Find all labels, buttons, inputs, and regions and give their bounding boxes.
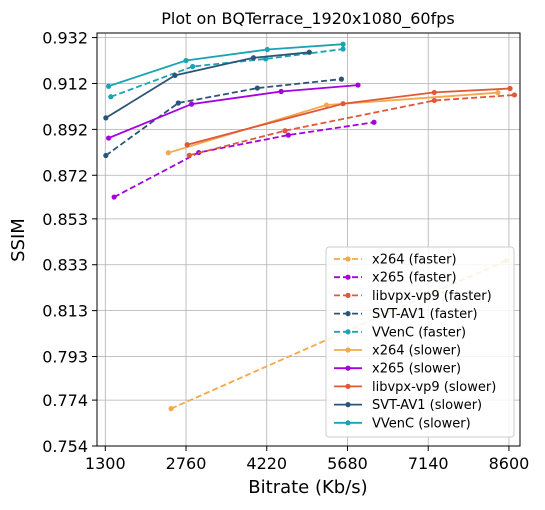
y-axis-label: SSIM bbox=[8, 218, 29, 262]
data-point bbox=[184, 142, 190, 148]
legend-label: SVT-AV1 (faster) bbox=[372, 307, 478, 322]
data-point bbox=[254, 85, 260, 91]
legend-marker bbox=[345, 311, 351, 317]
legend-marker bbox=[345, 292, 351, 298]
legend-label: x264 (slower) bbox=[372, 344, 461, 359]
y-tick-label: 0.892 bbox=[42, 120, 88, 139]
grid bbox=[97, 33, 520, 447]
data-point bbox=[186, 152, 192, 158]
legend-marker bbox=[345, 274, 351, 280]
data-point bbox=[340, 46, 346, 52]
data-point bbox=[495, 90, 501, 96]
series-line bbox=[108, 84, 359, 139]
legend-marker bbox=[345, 365, 351, 371]
y-tick-label: 0.872 bbox=[42, 166, 88, 185]
series-x265-slower bbox=[106, 82, 361, 141]
data-point bbox=[264, 46, 270, 53]
series-line bbox=[105, 78, 342, 157]
data-point bbox=[168, 406, 174, 412]
x-tick-label: 8600 bbox=[489, 454, 530, 473]
data-point bbox=[188, 101, 195, 107]
y-tick-label: 0.774 bbox=[42, 391, 88, 410]
data-point bbox=[183, 57, 189, 64]
data-point bbox=[106, 83, 112, 89]
data-point bbox=[108, 94, 114, 100]
data-point bbox=[511, 92, 518, 98]
series-vvenc-slower bbox=[106, 41, 346, 89]
series-line bbox=[186, 87, 511, 146]
legend-label: VVenC (slower) bbox=[372, 416, 471, 431]
legend-label: VVenC (faster) bbox=[372, 325, 466, 340]
y-tick-label: 0.813 bbox=[42, 302, 88, 321]
legend-marker bbox=[345, 402, 351, 408]
x-tick-label: 5680 bbox=[327, 454, 368, 473]
series-libvpx-vp9-slower bbox=[184, 85, 513, 148]
plot-frame bbox=[96, 32, 521, 447]
data-point bbox=[431, 89, 437, 96]
legend-label: x264 (faster) bbox=[372, 253, 457, 268]
series-line bbox=[189, 94, 515, 157]
legend-marker bbox=[345, 256, 351, 262]
y-tick-label: 0.754 bbox=[42, 437, 88, 456]
x-tick-label: 7140 bbox=[408, 454, 449, 473]
legend-marker bbox=[345, 329, 351, 335]
series-line bbox=[113, 121, 375, 198]
data-point bbox=[165, 150, 171, 156]
y-tick-label: 0.793 bbox=[42, 348, 88, 367]
data-point bbox=[106, 135, 112, 141]
y-tick-label: 0.853 bbox=[42, 210, 88, 229]
legend-marker bbox=[345, 420, 351, 426]
series-line bbox=[168, 91, 498, 154]
data-point bbox=[285, 132, 291, 138]
series-line bbox=[108, 43, 344, 88]
data-point bbox=[175, 100, 181, 106]
data-point bbox=[282, 128, 288, 134]
data-point bbox=[338, 76, 344, 82]
x-axis-label: Bitrate (Kb/s) bbox=[248, 477, 367, 498]
series-x264-slower bbox=[165, 90, 501, 156]
data-point bbox=[431, 97, 437, 104]
x-tick-label: 1300 bbox=[85, 454, 126, 473]
data-point bbox=[190, 63, 196, 70]
legend-label: libvpx-vp9 (slower) bbox=[372, 380, 496, 395]
legend-marker bbox=[345, 383, 351, 389]
y-tick-label: 0.912 bbox=[42, 74, 88, 93]
data-point bbox=[323, 102, 330, 108]
x-tick-label: 2760 bbox=[166, 454, 207, 473]
data-point bbox=[355, 82, 361, 88]
data-point bbox=[103, 115, 109, 121]
y-tick-label: 0.833 bbox=[42, 256, 88, 275]
series-line bbox=[110, 48, 344, 98]
series-svt-av1-faster bbox=[103, 76, 344, 159]
data-point bbox=[340, 41, 346, 47]
series-libvpx-vp9-faster bbox=[186, 92, 518, 158]
legend-label: x265 (slower) bbox=[372, 362, 461, 377]
data-point bbox=[250, 55, 257, 61]
legend: x264 (faster) x265 (faster) libvpx-vp9 (fa… bbox=[325, 246, 515, 438]
data-point bbox=[278, 88, 284, 95]
x-tick-label: 4220 bbox=[246, 454, 287, 473]
legend-label: x265 (faster) bbox=[372, 271, 457, 286]
data-point bbox=[172, 72, 178, 79]
data-point bbox=[111, 194, 117, 200]
legend-marker bbox=[345, 347, 351, 353]
axis-ticks: 1300 2760 4220 5680 7140 8600 0.754 0.774 0.793 0… bbox=[42, 29, 529, 473]
series-svt-av1-slower bbox=[103, 49, 312, 121]
data-point bbox=[340, 101, 346, 107]
series-x265-faster bbox=[111, 119, 377, 200]
data-point bbox=[371, 119, 377, 125]
legend-label: libvpx-vp9 (faster) bbox=[372, 289, 492, 304]
y-tick-label: 0.932 bbox=[42, 29, 88, 48]
data-point bbox=[507, 85, 513, 92]
series-line bbox=[105, 51, 310, 119]
chart-title: Plot on BQTerrace_1920x1080_60fps bbox=[161, 9, 454, 29]
data-point bbox=[306, 49, 312, 55]
legend-label: SVT-AV1 (slower) bbox=[372, 398, 482, 413]
data-point bbox=[103, 152, 109, 159]
legend-box bbox=[325, 246, 515, 438]
